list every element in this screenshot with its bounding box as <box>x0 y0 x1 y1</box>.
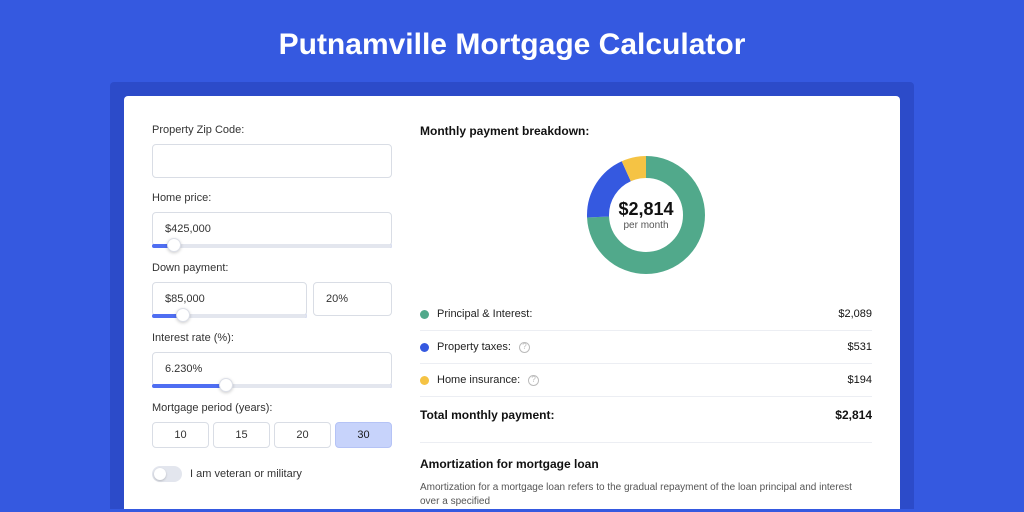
veteran-toggle[interactable] <box>152 466 182 482</box>
info-icon[interactable]: ? <box>519 342 530 353</box>
mortgage-period-field: Mortgage period (years): 10152030 <box>152 402 392 448</box>
interest-rate-input[interactable] <box>152 352 392 386</box>
amortization-block: Amortization for mortgage loan Amortizat… <box>420 442 872 509</box>
slider-thumb[interactable] <box>167 238 181 252</box>
donut-chart-wrap: $2,814 per month <box>420 150 872 280</box>
breakdown-column: Monthly payment breakdown: $2,814 per mo… <box>420 124 872 509</box>
donut-sub: per month <box>623 220 668 231</box>
legend-row: Principal & Interest: $2,089 <box>420 298 872 330</box>
home-price-label: Home price: <box>152 192 392 204</box>
zip-input[interactable] <box>152 144 392 178</box>
donut-chart: $2,814 per month <box>581 150 711 280</box>
zip-label: Property Zip Code: <box>152 124 392 136</box>
down-payment-input[interactable] <box>152 282 307 316</box>
mortgage-period-label: Mortgage period (years): <box>152 402 392 414</box>
slider-thumb[interactable] <box>176 308 190 322</box>
legend-row: Property taxes:? $531 <box>420 330 872 363</box>
amortization-title: Amortization for mortgage loan <box>420 457 872 471</box>
form-column: Property Zip Code: Home price: Down paym… <box>152 124 392 509</box>
mortgage-period-options: 10152030 <box>152 422 392 448</box>
legend-row: Home insurance:? $194 <box>420 363 872 396</box>
period-option-30[interactable]: 30 <box>335 422 392 448</box>
legend-dot <box>420 310 429 319</box>
slider-thumb[interactable] <box>219 378 233 392</box>
total-label: Total monthly payment: <box>420 408 554 422</box>
donut-amount: $2,814 <box>618 199 673 220</box>
slider-rest <box>226 384 392 388</box>
calculator-inner-card: Property Zip Code: Home price: Down paym… <box>124 96 900 509</box>
slider-rest <box>183 314 307 318</box>
legend-value: $194 <box>848 374 872 386</box>
donut-center: $2,814 per month <box>581 150 711 280</box>
down-payment-label: Down payment: <box>152 262 392 274</box>
veteran-label: I am veteran or military <box>190 468 302 480</box>
legend-dot <box>420 376 429 385</box>
zip-field: Property Zip Code: <box>152 124 392 178</box>
legend-label: Home insurance: <box>437 374 520 386</box>
down-payment-slider[interactable] <box>152 314 307 318</box>
period-option-20[interactable]: 20 <box>274 422 331 448</box>
period-option-15[interactable]: 15 <box>213 422 270 448</box>
page-title: Putnamville Mortgage Calculator <box>0 0 1024 82</box>
legend-dot <box>420 343 429 352</box>
interest-rate-slider[interactable] <box>152 384 392 388</box>
slider-rest <box>174 244 392 248</box>
interest-rate-field: Interest rate (%): <box>152 332 392 388</box>
veteran-toggle-row: I am veteran or military <box>152 466 392 482</box>
home-price-field: Home price: <box>152 192 392 248</box>
interest-rate-label: Interest rate (%): <box>152 332 392 344</box>
legend: Principal & Interest: $2,089 Property taxe… <box>420 298 872 396</box>
period-option-10[interactable]: 10 <box>152 422 209 448</box>
legend-label: Property taxes: <box>437 341 511 353</box>
info-icon[interactable]: ? <box>528 375 539 386</box>
breakdown-title: Monthly payment breakdown: <box>420 124 872 138</box>
home-price-slider[interactable] <box>152 244 392 248</box>
total-row: Total monthly payment: $2,814 <box>420 396 872 436</box>
legend-label: Principal & Interest: <box>437 308 532 320</box>
amortization-text: Amortization for a mortgage loan refers … <box>420 481 872 509</box>
down-payment-pct-input[interactable] <box>313 282 392 316</box>
calculator-outer-card: Property Zip Code: Home price: Down paym… <box>110 82 914 509</box>
legend-value: $531 <box>848 341 872 353</box>
down-payment-field: Down payment: <box>152 262 392 318</box>
total-value: $2,814 <box>835 408 872 422</box>
legend-value: $2,089 <box>838 308 872 320</box>
home-price-input[interactable] <box>152 212 392 246</box>
